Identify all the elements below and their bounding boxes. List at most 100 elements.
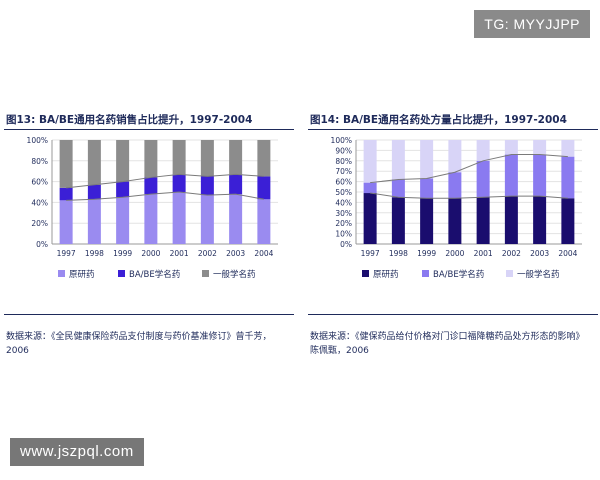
bar-segment: [172, 174, 186, 192]
bar-segment: [87, 199, 101, 244]
bar-segment: [363, 140, 377, 183]
source-note-right: 数据来源：《健保药品给付价格对门诊口福降糖药品处方形态的影响》 陈佩甄，2006: [310, 330, 596, 358]
x-tick-label: 2004: [254, 249, 273, 258]
bar-segment: [257, 140, 271, 177]
bar-segment: [257, 199, 271, 244]
y-tick-label: 50%: [335, 188, 352, 197]
source-line-2: 陈佩甄，2006: [310, 346, 369, 356]
legend-label: 原研药: [69, 269, 95, 280]
bar-segment: [504, 196, 518, 244]
x-tick-label: 2001: [170, 249, 189, 258]
bar-segment: [561, 156, 575, 199]
y-tick-label: 70%: [335, 167, 352, 176]
bar-segment: [144, 177, 158, 195]
y-tick-label: 80%: [335, 157, 352, 166]
watermark-top: TG: MYYJJPP: [474, 10, 590, 38]
x-tick-label: 1999: [417, 249, 436, 258]
bar-segment: [476, 160, 490, 198]
bar-segment: [533, 140, 547, 155]
bar-segment: [229, 194, 243, 244]
title-rule-right: [308, 129, 598, 130]
bar-segment: [504, 140, 518, 155]
bar-segment: [391, 197, 405, 244]
x-tick-label: 2004: [558, 249, 577, 258]
bar-segment: [116, 140, 130, 182]
series-connector-line: [370, 192, 568, 199]
series-connector-line: [66, 191, 264, 201]
x-tick-label: 2003: [530, 249, 549, 258]
source-rule-left: [4, 314, 294, 315]
legend-label: BA/BE学名药: [129, 269, 180, 280]
bar-segment: [476, 140, 490, 161]
watermark-bottom: www.jszpql.com: [10, 438, 144, 466]
x-tick-label: 1997: [361, 249, 380, 258]
y-tick-label: 10%: [335, 230, 352, 239]
y-tick-label: 30%: [335, 209, 352, 218]
y-tick-label: 20%: [31, 219, 48, 228]
x-tick-label: 1999: [113, 249, 132, 258]
bar-segment: [116, 181, 130, 198]
legend-swatch: [362, 270, 369, 277]
legend-swatch: [58, 270, 65, 277]
stacked-bar-chart-left: 0% 20% 40% 60% 80% 100% 1997 1998 1999 2000 2001 20…: [27, 136, 278, 280]
x-tick-label: 2001: [474, 249, 493, 258]
x-tick-label: 2002: [198, 249, 217, 258]
chart-legend: 原研药 BA/BE学名药 一般学名药: [58, 269, 256, 280]
bar-segment: [257, 176, 271, 200]
series-connector-line: [370, 154, 568, 184]
x-tick-label: 2002: [502, 249, 521, 258]
x-tick-label: 1998: [85, 249, 104, 258]
bar-segment: [144, 194, 158, 244]
bar-segment: [504, 154, 518, 197]
bar-segment: [172, 140, 186, 175]
bar-segment: [420, 178, 434, 199]
bar-segment: [533, 196, 547, 244]
bar-segment: [363, 193, 377, 244]
bar-segment: [87, 140, 101, 185]
bar-segment: [420, 140, 434, 179]
legend-swatch: [202, 270, 209, 277]
source-rule-right: [308, 314, 598, 315]
chart-panel-right: 图14: BA/BE通用名药处方量占比提升，1997-2004 0% 10% 20%…: [308, 112, 598, 370]
source-note-left: 数据来源：《全民健康保险药品支付制度与药价基准修订》曾千芳， 2006: [6, 330, 292, 358]
y-tick-label: 60%: [31, 178, 48, 187]
y-tick-label: 0%: [36, 240, 48, 249]
bar-segment: [229, 174, 243, 195]
y-tick-label: 0%: [340, 240, 352, 249]
bar-segment: [391, 140, 405, 180]
legend-label: BA/BE学名药: [433, 269, 484, 280]
stacked-bar-chart-right: 0%10% 20%30% 40%50%60% 70%80% 90%100% 1997 199…: [331, 136, 582, 280]
y-tick-label: 60%: [335, 178, 352, 187]
x-tick-label: 1998: [389, 249, 408, 258]
bar-segment: [476, 197, 490, 244]
legend-swatch: [506, 270, 513, 277]
legend-swatch: [422, 270, 429, 277]
legend-label: 一般学名药: [213, 269, 256, 280]
y-tick-label: 80%: [31, 157, 48, 166]
y-tick-label: 90%: [335, 146, 352, 155]
x-tick-label: 1997: [57, 249, 76, 258]
bar-segment: [59, 140, 73, 188]
chart-legend: 原研药 BA/BE学名药 一般学名药: [362, 269, 560, 280]
bar-segment: [448, 140, 462, 173]
title-rule-left: [4, 129, 294, 130]
chart-title-left: 图13: BA/BE通用名药销售占比提升，1997-2004: [6, 114, 253, 126]
bar-segment: [200, 140, 214, 177]
bar-segment: [420, 198, 434, 244]
bar-segment: [561, 198, 575, 244]
bar-segment: [200, 176, 214, 196]
x-tick-label: 2000: [141, 249, 160, 258]
bar-segment: [116, 197, 130, 244]
bar-segment: [144, 140, 158, 178]
bar-segment: [391, 179, 405, 198]
source-line-1: 数据来源：《全民健康保险药品支付制度与药价基准修订》曾千芳，: [6, 332, 272, 342]
x-tick-label: 2003: [226, 249, 245, 258]
source-line-2: 2006: [6, 346, 29, 356]
bar-segment: [448, 198, 462, 244]
x-tick-label: 2000: [445, 249, 464, 258]
source-line-1: 数据来源：《健保药品给付价格对门诊口福降糖药品处方形态的影响》: [310, 332, 585, 342]
y-tick-label: 100%: [331, 136, 352, 145]
bar-segment: [172, 192, 186, 244]
bar-segment: [561, 140, 575, 157]
bar-segment: [200, 195, 214, 244]
